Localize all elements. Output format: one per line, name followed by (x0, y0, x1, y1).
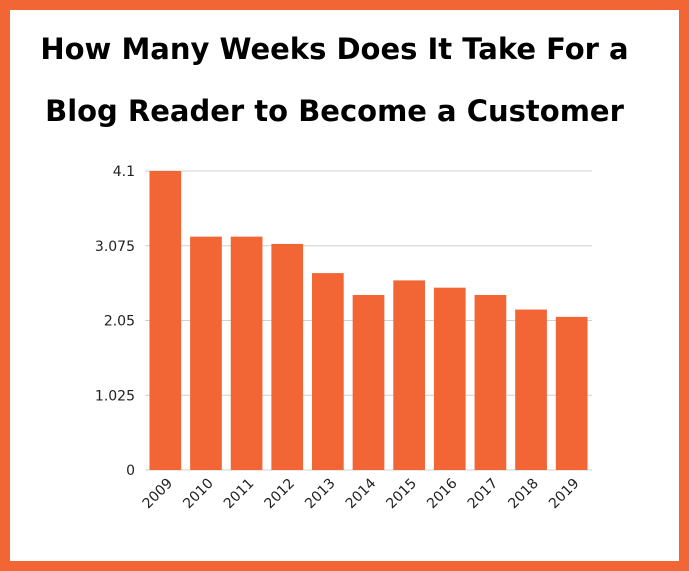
bar (230, 236, 263, 470)
x-tick-label: 2009 (140, 476, 177, 513)
bar (190, 236, 222, 470)
bar (149, 171, 182, 470)
x-tick-label: 2010 (180, 476, 217, 513)
bar (312, 273, 344, 470)
x-tick-label: 2016 (424, 475, 461, 512)
x-tick-label: 2015 (383, 476, 420, 513)
x-tick-label: 2019 (546, 476, 583, 513)
chart-title: How Many Weeks Does It Take For a Blog R… (40, 32, 629, 128)
x-tick-label: 2012 (262, 476, 299, 513)
x-tick-label: 2017 (465, 476, 502, 513)
y-tick-label: 3.075 (95, 239, 135, 255)
y-tick-label: 1.025 (95, 388, 135, 404)
bar (352, 294, 385, 470)
bar (393, 280, 425, 470)
y-tick-label: 4.1 (113, 164, 135, 180)
bar (555, 316, 588, 470)
bar (271, 243, 304, 470)
x-tick-label: 2014 (343, 475, 380, 512)
x-tick-label: 2013 (302, 476, 339, 513)
x-tick-label: 2018 (505, 476, 542, 513)
bar (474, 294, 507, 470)
x-tick-label: 2011 (221, 476, 258, 513)
y-tick-label: 2.05 (104, 314, 135, 330)
y-tick-label: 0 (126, 463, 135, 479)
bar (515, 309, 547, 470)
bar (433, 287, 466, 470)
